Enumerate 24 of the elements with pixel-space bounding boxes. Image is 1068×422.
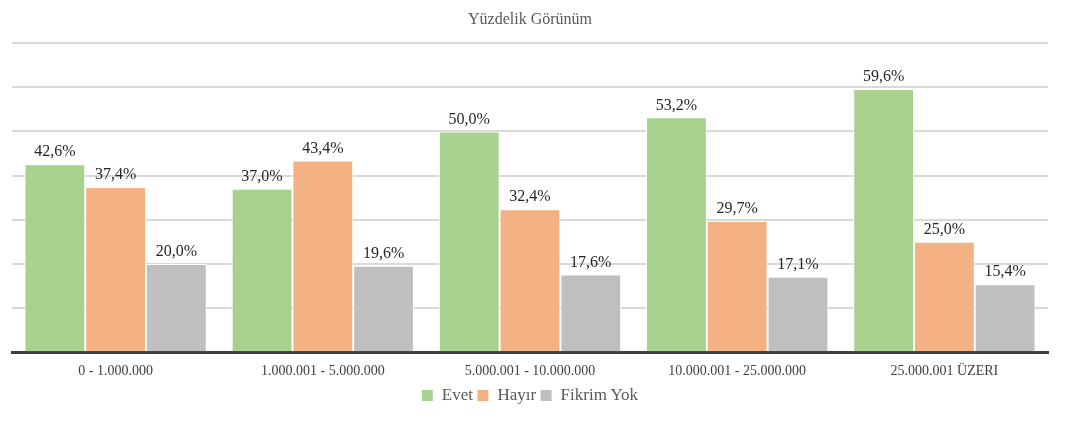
data-label: 19,6% — [362, 243, 405, 261]
x-tick-label: 5.000.001 - 10.000.000 — [464, 363, 596, 379]
data-label: 15,4% — [984, 262, 1026, 280]
data-label: 53,2% — [655, 95, 698, 113]
data-label: 50,0% — [448, 109, 490, 127]
legend-label: Fikrim Yok — [560, 384, 639, 404]
x-tick-label: 1.000.001 - 5.000.000 — [260, 363, 385, 379]
data-label: 37,4% — [94, 165, 137, 183]
x-tick-label: 10.000.001 - 25.000.000 — [668, 363, 807, 379]
data-label: 59,6% — [862, 67, 905, 85]
chart-title: Yüzdelik Görünüm — [468, 9, 593, 27]
data-label: 17,1% — [777, 254, 819, 272]
data-label: 25,0% — [923, 220, 966, 238]
legend-label: Hayır — [497, 384, 537, 404]
data-label: 43,4% — [302, 138, 344, 156]
data-label: 20,0% — [155, 242, 198, 260]
data-label: 17,6% — [570, 252, 612, 270]
data-label: 42,6% — [34, 142, 76, 160]
data-label: 29,7% — [716, 199, 758, 217]
x-tick-label: 25.000.001 ÜZERI — [890, 362, 999, 379]
legend-label: Evet — [441, 384, 474, 404]
x-tick-label: 0 - 1.000.000 — [78, 363, 153, 379]
data-label: 37,0% — [241, 167, 283, 185]
data-label: 32,4% — [509, 187, 551, 205]
